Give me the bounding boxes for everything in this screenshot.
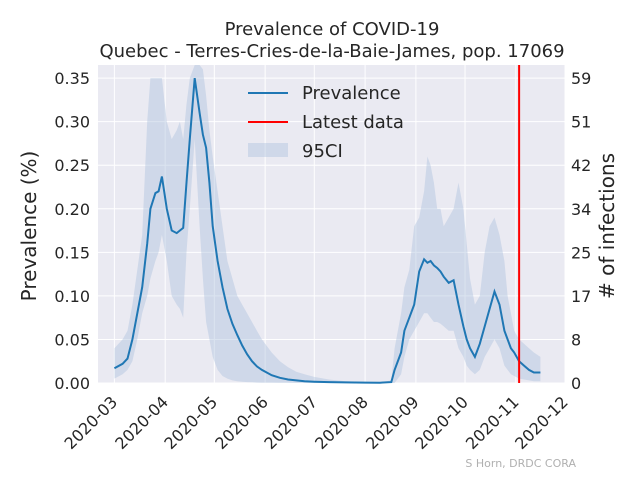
grid-lines [98,65,566,384]
plot-area [98,65,565,383]
legend: Prevalence Latest data 95CI [248,83,404,162]
prevalence-line [113,77,541,384]
legend-label-latest: Latest data [302,112,404,133]
y2-tick-label: 59 [571,69,591,88]
y-tick-label: 0.35 [54,69,90,88]
x-axis-ticks: 2020-032020-042020-052020-062020-072020-… [61,392,572,453]
x-tick-label: 2020-11 [462,392,523,453]
y2-tick-label: 42 [571,156,591,175]
chart-subtitle: Quebec - Terres-Cries-de-la-Baie-James, … [99,41,564,62]
x-tick-label: 2020-04 [111,392,172,453]
x-tick-label: 2020-03 [61,392,122,453]
y2-tick-label: 17 [571,287,591,306]
chart-title: Prevalence of COVID-19 [225,19,440,40]
legend-swatch-ci [248,143,288,157]
y2-tick-label: 8 [571,330,581,349]
y2-tick-label: 25 [571,243,591,262]
x-tick-label: 2020-07 [260,392,321,453]
y-tick-label: 0.25 [54,156,90,175]
y-tick-label: 0.00 [54,374,90,393]
y2-axis-ticks: 0 8 17 25 34 42 51 59 [571,69,591,393]
y2-tick-label: 0 [571,374,581,393]
ci-band [114,65,541,383]
legend-label-prevalence: Prevalence [302,83,401,104]
y-tick-label: 0.20 [54,200,90,219]
x-tick-label: 2020-06 [211,392,272,453]
credit-text: S Horn, DRDC CORA [465,457,576,470]
y2-axis-label: # of infections [595,153,619,299]
y-tick-label: 0.10 [54,287,90,306]
y-axis-ticks: 0.00 0.05 0.10 0.15 0.20 0.25 0.30 0.35 [54,69,90,393]
x-tick-label: 2020-08 [311,392,372,453]
x-tick-label: 2020-09 [362,392,423,453]
y2-tick-label: 34 [571,200,591,219]
x-tick-label: 2020-12 [511,392,572,453]
legend-label-ci: 95CI [302,141,343,162]
x-tick-label: 2020-05 [160,392,221,453]
x-tick-label: 2020-10 [411,392,472,453]
y2-tick-label: 51 [571,113,591,132]
y-tick-label: 0.05 [54,330,90,349]
y-axis-label: Prevalence (%) [17,151,41,302]
y-tick-label: 0.15 [54,243,90,262]
y-tick-label: 0.30 [54,113,90,132]
